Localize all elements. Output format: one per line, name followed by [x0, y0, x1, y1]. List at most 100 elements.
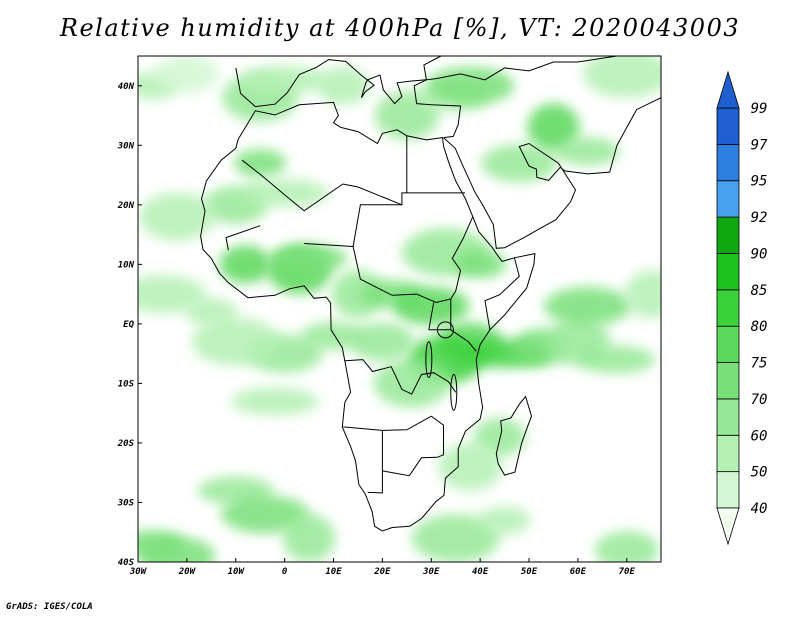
lat-tick-label: 40N — [118, 82, 135, 92]
humidity-area — [301, 321, 366, 350]
country-border — [484, 257, 520, 330]
map-frame — [137, 55, 662, 563]
humidity-area — [393, 287, 470, 326]
latitude-axis: 40N 30N 20N 10N EQ 10S 20S 30S 40S — [117, 82, 142, 568]
lake — [425, 341, 433, 379]
colorbar-label: 70 — [751, 392, 768, 408]
lat-tick-label: 20N — [117, 201, 135, 211]
humidity-area — [555, 137, 620, 166]
humidity-area — [154, 56, 219, 93]
humidity-area — [234, 149, 287, 178]
humidity-area — [350, 322, 415, 361]
humidity-area — [594, 531, 659, 562]
humidity-area — [271, 244, 348, 273]
humidity-area — [221, 495, 310, 534]
lake — [450, 373, 458, 411]
lat-tick-label: 40S — [118, 558, 135, 568]
map-title: Relative humidity at 400hPa [%], VT: 202… — [59, 14, 741, 42]
country-border — [241, 159, 344, 212]
country-border — [304, 216, 474, 304]
country-border — [428, 302, 435, 330]
humidity-area — [191, 317, 280, 366]
lake — [436, 321, 454, 339]
coastlines-borders — [200, 56, 661, 532]
colorbar-label: 50 — [751, 465, 768, 481]
lat-tick-label: 30N — [117, 141, 135, 151]
humidity-area — [438, 442, 503, 491]
humidity-field — [138, 56, 661, 562]
colorbar-segment — [716, 434, 740, 473]
europe-coastline — [235, 56, 442, 108]
country-border — [344, 359, 457, 395]
country-border — [428, 329, 477, 352]
humidity-area — [373, 359, 450, 408]
lat-tick-label: 20S — [117, 439, 135, 449]
colorbar-segment — [716, 253, 740, 291]
colorbar-segment — [716, 325, 740, 363]
colorbar-segment — [716, 362, 740, 400]
country-border — [352, 204, 402, 247]
lon-tick-label: 10W — [228, 567, 246, 577]
colorbar-min-arrow — [716, 507, 740, 546]
lon-tick-label: 40E — [472, 567, 489, 577]
colorbar-label: 80 — [751, 319, 768, 335]
grads-credit: GrADS: IGES/COLA — [6, 602, 93, 612]
colorbar-segment — [716, 216, 740, 254]
lat-tick-label: 10S — [118, 379, 135, 389]
humidity-area — [481, 144, 558, 183]
lon-tick-label: 10E — [325, 567, 342, 577]
humidity-area — [139, 537, 216, 562]
humidity-area — [527, 103, 580, 152]
colorbar-label: 97 — [751, 137, 768, 153]
colorbar-label: 90 — [751, 246, 768, 262]
colorbar-label: 85 — [751, 283, 768, 299]
lon-tick-label: 20E — [373, 567, 391, 577]
lon-tick-label: 70E — [619, 567, 636, 577]
arabia-coastline — [413, 56, 661, 249]
colorbar-segment — [716, 107, 740, 145]
humidity-area — [625, 270, 661, 319]
humidity-area — [240, 65, 329, 94]
colorbar-segment — [716, 143, 740, 182]
humidity-area — [317, 66, 370, 105]
lon-tick-label: 50E — [521, 567, 538, 577]
colorbar-segment — [716, 180, 740, 218]
colorbar-label: 75 — [751, 356, 768, 372]
colorbar-label: 95 — [751, 174, 768, 190]
colorbar-segment — [716, 471, 740, 509]
humidity-area — [139, 192, 216, 241]
colorbar-label: 40 — [751, 501, 768, 517]
lat-tick-label: 30S — [117, 498, 135, 508]
humidity-area — [426, 66, 515, 105]
colorbar-segment — [716, 289, 740, 327]
humidity-area — [185, 297, 238, 326]
map-plot-area — [137, 55, 662, 563]
colorbar-segment — [716, 398, 740, 436]
lon-tick-label: 30W — [129, 567, 148, 577]
colorbar-label: 99 — [751, 101, 768, 117]
country-border — [225, 225, 261, 251]
humidity-area — [240, 178, 329, 207]
lon-tick-label: 30E — [422, 567, 440, 577]
humidity-area — [579, 345, 656, 374]
colorbar-label: 92 — [751, 210, 768, 226]
humidity-area — [411, 514, 500, 562]
humidity-area — [219, 245, 272, 284]
colorbar: 40 50 60 70 75 80 85 90 92 95 97 99 — [716, 70, 768, 546]
colorbar-max-arrow — [716, 70, 740, 109]
humidity-area — [331, 270, 384, 319]
lon-tick-label: 0 — [282, 567, 288, 577]
lon-tick-label: 60E — [570, 567, 587, 577]
country-border — [382, 456, 438, 477]
longitude-axis: 30W 20W 10W 0 10E 20E 30E 40E 50E 60E 70E — [129, 558, 636, 577]
humidity-area — [230, 387, 319, 416]
humidity-area — [454, 250, 507, 279]
lon-tick-label: 20W — [178, 567, 197, 577]
madagascar-coastline — [495, 395, 533, 476]
humidity-area — [543, 287, 632, 326]
colorbar-label: 60 — [751, 428, 768, 444]
humidity-area — [582, 56, 661, 98]
lat-tick-label: 10N — [118, 260, 135, 270]
humidity-area — [283, 514, 336, 562]
